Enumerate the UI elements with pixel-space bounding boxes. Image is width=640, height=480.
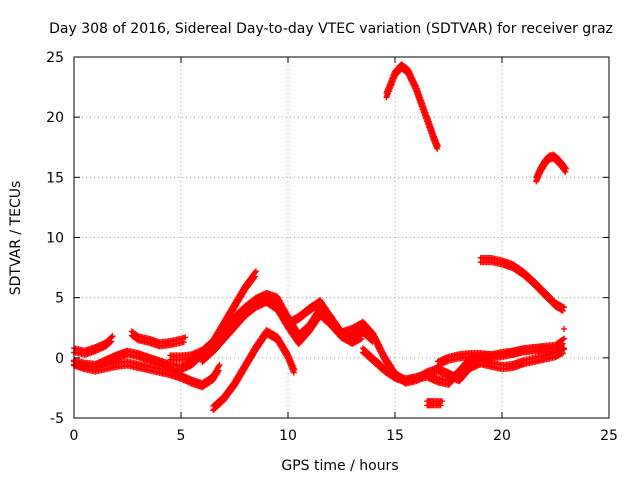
data-point-marker [251, 274, 258, 281]
y-tick-label: 25 [46, 50, 64, 66]
series-arc-h [210, 327, 298, 414]
y-tick-label: 20 [46, 110, 64, 126]
x-tick-label: 15 [386, 428, 404, 444]
data-point-marker [215, 367, 222, 374]
x-tick-label: 5 [177, 428, 186, 444]
y-tick-label: 15 [46, 170, 64, 186]
data-point-marker [108, 338, 115, 345]
series-arc-c [71, 358, 223, 391]
data-point-marker [252, 268, 259, 275]
data-point-marker [107, 339, 114, 346]
data-point-marker [434, 143, 441, 150]
data-point-marker [563, 165, 570, 172]
x-tick-label: 0 [70, 428, 79, 444]
data-point-marker [216, 362, 223, 369]
data-point-marker [359, 330, 366, 337]
y-axis-label: SDTVAR / TECUs [8, 181, 24, 296]
data-point-marker [252, 273, 259, 280]
data-points [71, 61, 570, 414]
series-arc-o [477, 254, 568, 314]
data-point-marker [437, 402, 444, 409]
x-axis-label: GPS time / hours [281, 458, 398, 474]
data-point-marker [562, 168, 569, 175]
series-arc-p [533, 151, 570, 185]
y-tick-label: 0 [55, 351, 64, 367]
series-arc-k [424, 398, 446, 409]
data-point-marker [559, 340, 566, 347]
series-arc-l [434, 335, 568, 369]
x-tick-label: 25 [600, 428, 618, 444]
data-point-marker [559, 307, 566, 314]
x-tick-label: 10 [279, 428, 297, 444]
data-point-marker [291, 366, 298, 373]
data-point-marker [182, 334, 189, 341]
data-point-marker [561, 335, 568, 342]
data-point-marker [561, 325, 568, 332]
data-point-marker [439, 398, 446, 405]
data-point-marker [561, 304, 568, 311]
y-tick-label: 5 [55, 291, 64, 307]
chart-title: Day 308 of 2016, Sidereal Day-to-day VTE… [49, 21, 613, 37]
data-point-marker [109, 333, 116, 340]
data-point-marker [559, 350, 566, 357]
data-point-marker [357, 336, 364, 343]
axis-ticks: 0 5 10 15 20 25 -5 0 5 10 15 20 25 [46, 50, 618, 444]
y-tick-label: -5 [50, 411, 64, 427]
series-arc-a [71, 333, 116, 358]
series-arc-n [383, 61, 441, 152]
data-point-marker [358, 335, 365, 342]
data-point-marker [180, 338, 187, 345]
series-arc-d [128, 328, 189, 350]
data-point-marker [561, 346, 568, 353]
series-arc-m [561, 325, 568, 332]
y-tick-label: 10 [46, 231, 64, 247]
x-tick-label: 20 [493, 428, 511, 444]
data-point-marker [558, 341, 565, 348]
